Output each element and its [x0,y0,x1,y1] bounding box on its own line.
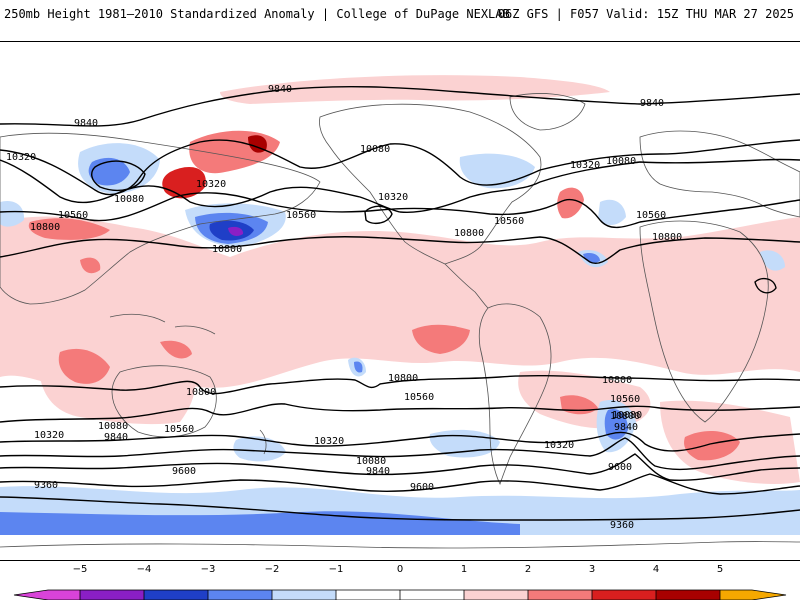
anomaly-shading [684,430,740,461]
colorbar-tick: 0 [397,564,403,575]
map-panel: 9840 9840 9840 10320 10320 10320 10320 1… [0,41,800,561]
contour-label: 10080 [606,156,636,167]
contour-label: 10560 [494,216,524,227]
anomaly-shading [598,199,626,226]
contour-label: 10080 [612,410,642,421]
contour-label: 10320 [544,440,574,451]
anomaly-shading [0,200,25,227]
colorbar-swatch [144,590,208,600]
colorbar-tick: 3 [589,564,595,575]
colorbar-swatch [528,590,592,600]
contour-label: 10800 [388,373,418,384]
contour-label: 10800 [212,244,242,255]
anomaly-shading [233,436,286,462]
contour-label: 10560 [404,392,434,403]
contour-label: 10800 [30,222,60,233]
anomaly-shading [58,348,110,384]
colorbar-swatch [720,590,752,600]
colorbar-tick: −3 [201,564,216,575]
contour-label: 10320 [6,152,36,163]
colorbar-swatch [48,590,80,600]
anomaly-shading [189,130,280,174]
run-info: 06Z GFS | F057 Valid: 15Z THU MAR 27 202… [497,7,794,21]
colorbar-swatch [80,590,144,600]
contour-label: 9600 [608,462,632,473]
contour-label: 10560 [636,210,666,221]
colorbar-tick: −2 [265,564,280,575]
contour-label: 10080 [98,421,128,432]
colorbar-tick: −4 [137,564,152,575]
contour-label: 10080 [356,456,386,467]
colorbar-swatch [272,590,336,600]
contour-label: 10560 [164,424,194,435]
contour-label: 10560 [58,210,88,221]
contour-label: 9360 [610,520,634,531]
colorbar-swatch [14,590,48,600]
contour-label: 10320 [196,179,226,190]
anomaly-shading [248,135,267,153]
colorbar-tick-marks [79,590,721,600]
contour-label: 9600 [410,482,434,493]
anomaly-shading [354,361,363,373]
anomaly-shading [412,324,470,354]
anomaly-shading [160,340,192,359]
colorbar-tick: 4 [653,564,659,575]
colorbar-graphic: −5 −4 −3 −2 −1 0 1 2 3 4 5 [13,564,787,600]
colorbar-tick: 5 [717,564,723,575]
contour-label: 10320 [378,192,408,203]
contour-label: 10320 [570,160,600,171]
colorbar-outline [13,589,787,600]
contour-label: 10080 [360,144,390,155]
header: 250mb Height 1981–2010 Standardized Anom… [0,0,800,28]
colorbar-swatch [208,590,272,600]
colorbar-swatch [464,590,528,600]
colorbar-tick: 1 [461,564,467,575]
anomaly-shading [760,250,785,271]
contour-label: 9840 [366,466,390,477]
anomaly-shading [28,218,110,240]
colorbar-tick-labels: −5 −4 −3 −2 −1 0 1 2 3 4 5 [73,564,724,575]
contour-label: 10320 [34,430,64,441]
contour-label: 10800 [186,387,216,398]
contour-label: 9360 [34,480,58,491]
colorbar-swatch [592,590,656,600]
colorbar: −5 −4 −3 −2 −1 0 1 2 3 4 5 [0,562,800,600]
colorbar-swatch [752,590,786,600]
anomaly-map: 9840 9840 9840 10320 10320 10320 10320 1… [0,75,800,549]
colorbar-tick: −1 [329,564,344,575]
colorbar-tick: 2 [525,564,531,575]
anomaly-shading [162,167,206,199]
colorbar-tick: −5 [73,564,88,575]
contour-labels: 9840 9840 9840 10320 10320 10320 10320 1… [6,84,682,531]
anomaly-shading [228,226,244,236]
contour-label: 9840 [268,84,292,95]
contour-label: 9600 [172,466,196,477]
height-contours [0,85,800,521]
contour-label: 10800 [454,228,484,239]
contour-label: 10800 [610,411,640,422]
contour-label: 9840 [614,422,638,433]
contour-label: 9840 [104,432,128,443]
continent-outlines [0,93,800,549]
contour-label: 9840 [640,98,664,109]
anomaly-shading [0,511,520,535]
contour-label: 10320 [314,436,344,447]
contour-label: 9840 [74,118,98,129]
colorbar-swatch [656,590,720,600]
anomaly-shading [557,187,584,219]
contour-label: 10800 [652,232,682,243]
map-title: 250mb Height 1981–2010 Standardized Anom… [4,7,510,21]
contour-label: 10560 [286,210,316,221]
contour-label: 10080 [114,194,144,205]
contour-label: 10800 [602,375,632,386]
contour-label: 10560 [610,394,640,405]
anomaly-shading [80,257,101,274]
